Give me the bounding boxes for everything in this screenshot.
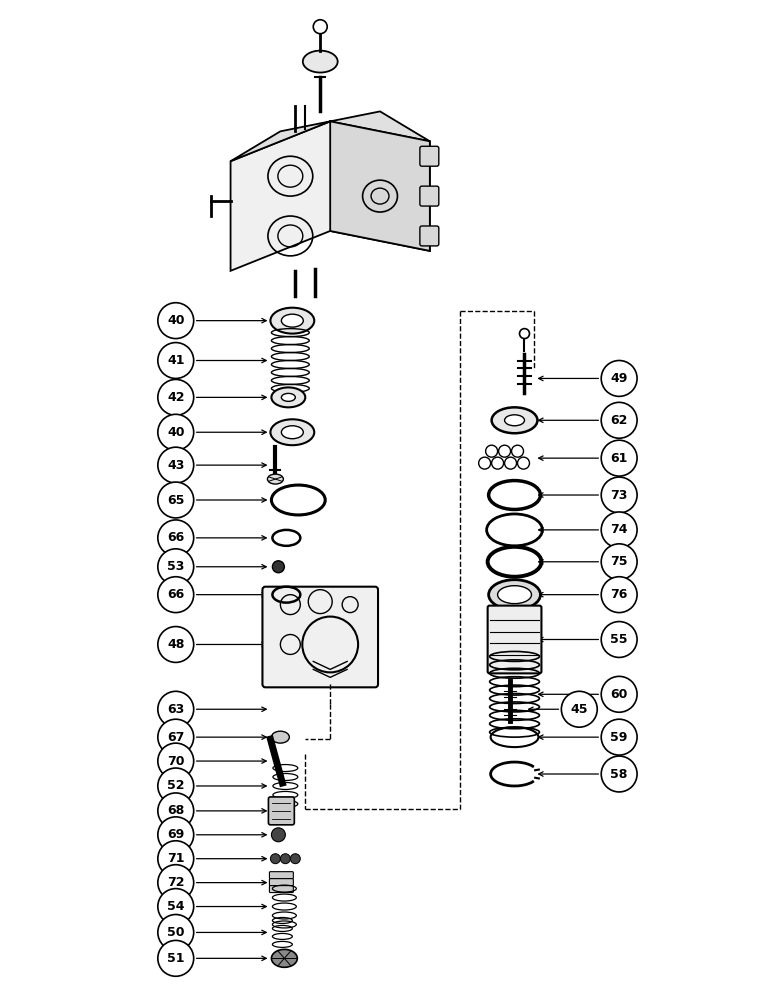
Text: 73: 73 <box>611 489 628 502</box>
Polygon shape <box>231 121 430 271</box>
Circle shape <box>601 440 637 476</box>
Circle shape <box>157 889 194 924</box>
Circle shape <box>601 544 637 580</box>
Text: 71: 71 <box>167 852 185 865</box>
Circle shape <box>157 940 194 976</box>
FancyBboxPatch shape <box>269 797 294 825</box>
Circle shape <box>157 793 194 829</box>
Circle shape <box>157 482 194 518</box>
Ellipse shape <box>498 586 531 604</box>
Ellipse shape <box>281 393 296 401</box>
Circle shape <box>157 865 194 901</box>
Ellipse shape <box>270 419 314 445</box>
Circle shape <box>290 854 300 864</box>
Circle shape <box>601 756 637 792</box>
Circle shape <box>601 402 637 438</box>
Text: 42: 42 <box>167 391 185 404</box>
Text: 75: 75 <box>611 555 628 568</box>
Text: 53: 53 <box>167 560 185 573</box>
FancyBboxPatch shape <box>488 606 541 673</box>
Ellipse shape <box>505 415 524 426</box>
Circle shape <box>157 841 194 877</box>
Text: 49: 49 <box>611 372 628 385</box>
Text: 48: 48 <box>167 638 185 651</box>
Text: 60: 60 <box>611 688 628 701</box>
Circle shape <box>561 691 598 727</box>
Ellipse shape <box>303 51 337 73</box>
Text: 69: 69 <box>167 828 185 841</box>
Circle shape <box>157 520 194 556</box>
Circle shape <box>157 549 194 585</box>
Ellipse shape <box>272 949 297 967</box>
Text: 76: 76 <box>611 588 628 601</box>
Text: 63: 63 <box>167 703 185 716</box>
Circle shape <box>157 719 194 755</box>
FancyBboxPatch shape <box>262 587 378 687</box>
Text: 50: 50 <box>167 926 185 939</box>
Ellipse shape <box>272 731 290 743</box>
Text: 66: 66 <box>167 531 185 544</box>
Text: 40: 40 <box>167 426 185 439</box>
Ellipse shape <box>270 308 314 334</box>
Text: 51: 51 <box>167 952 185 965</box>
Text: 45: 45 <box>571 703 588 716</box>
FancyBboxPatch shape <box>420 146 438 166</box>
Ellipse shape <box>281 426 303 439</box>
FancyBboxPatch shape <box>269 879 293 886</box>
Circle shape <box>157 743 194 779</box>
Circle shape <box>601 577 637 613</box>
Ellipse shape <box>489 580 540 610</box>
Circle shape <box>157 447 194 483</box>
Ellipse shape <box>272 387 305 407</box>
FancyBboxPatch shape <box>269 886 293 893</box>
Polygon shape <box>231 111 430 161</box>
Polygon shape <box>330 121 430 251</box>
Circle shape <box>313 20 327 34</box>
Circle shape <box>601 719 637 755</box>
Circle shape <box>273 561 284 573</box>
Text: 52: 52 <box>167 779 185 792</box>
Circle shape <box>157 915 194 950</box>
Circle shape <box>157 627 194 662</box>
Text: 58: 58 <box>611 768 628 781</box>
Text: 70: 70 <box>167 755 185 768</box>
Text: 67: 67 <box>167 731 185 744</box>
Circle shape <box>157 577 194 613</box>
Circle shape <box>157 379 194 415</box>
Ellipse shape <box>492 407 537 433</box>
Text: 59: 59 <box>611 731 628 744</box>
Text: 62: 62 <box>611 414 628 427</box>
Text: 61: 61 <box>611 452 628 465</box>
Circle shape <box>270 854 280 864</box>
Ellipse shape <box>267 474 283 484</box>
Circle shape <box>157 343 194 378</box>
Circle shape <box>601 477 637 513</box>
Text: 68: 68 <box>167 804 185 817</box>
Circle shape <box>157 691 194 727</box>
Text: 40: 40 <box>167 314 185 327</box>
Text: 43: 43 <box>167 459 185 472</box>
Circle shape <box>157 414 194 450</box>
Ellipse shape <box>281 314 303 327</box>
Text: 41: 41 <box>167 354 185 367</box>
Circle shape <box>601 361 637 396</box>
Text: 55: 55 <box>611 633 628 646</box>
Circle shape <box>157 303 194 339</box>
FancyBboxPatch shape <box>269 872 293 879</box>
Circle shape <box>280 854 290 864</box>
Text: 54: 54 <box>167 900 185 913</box>
Circle shape <box>157 817 194 853</box>
Text: 66: 66 <box>167 588 185 601</box>
Text: 65: 65 <box>167 493 185 506</box>
Text: 74: 74 <box>611 523 628 536</box>
Circle shape <box>272 828 286 842</box>
FancyBboxPatch shape <box>420 226 438 246</box>
Circle shape <box>601 512 637 548</box>
Circle shape <box>157 768 194 804</box>
Circle shape <box>601 622 637 657</box>
Circle shape <box>601 676 637 712</box>
Text: 72: 72 <box>167 876 185 889</box>
FancyBboxPatch shape <box>420 186 438 206</box>
